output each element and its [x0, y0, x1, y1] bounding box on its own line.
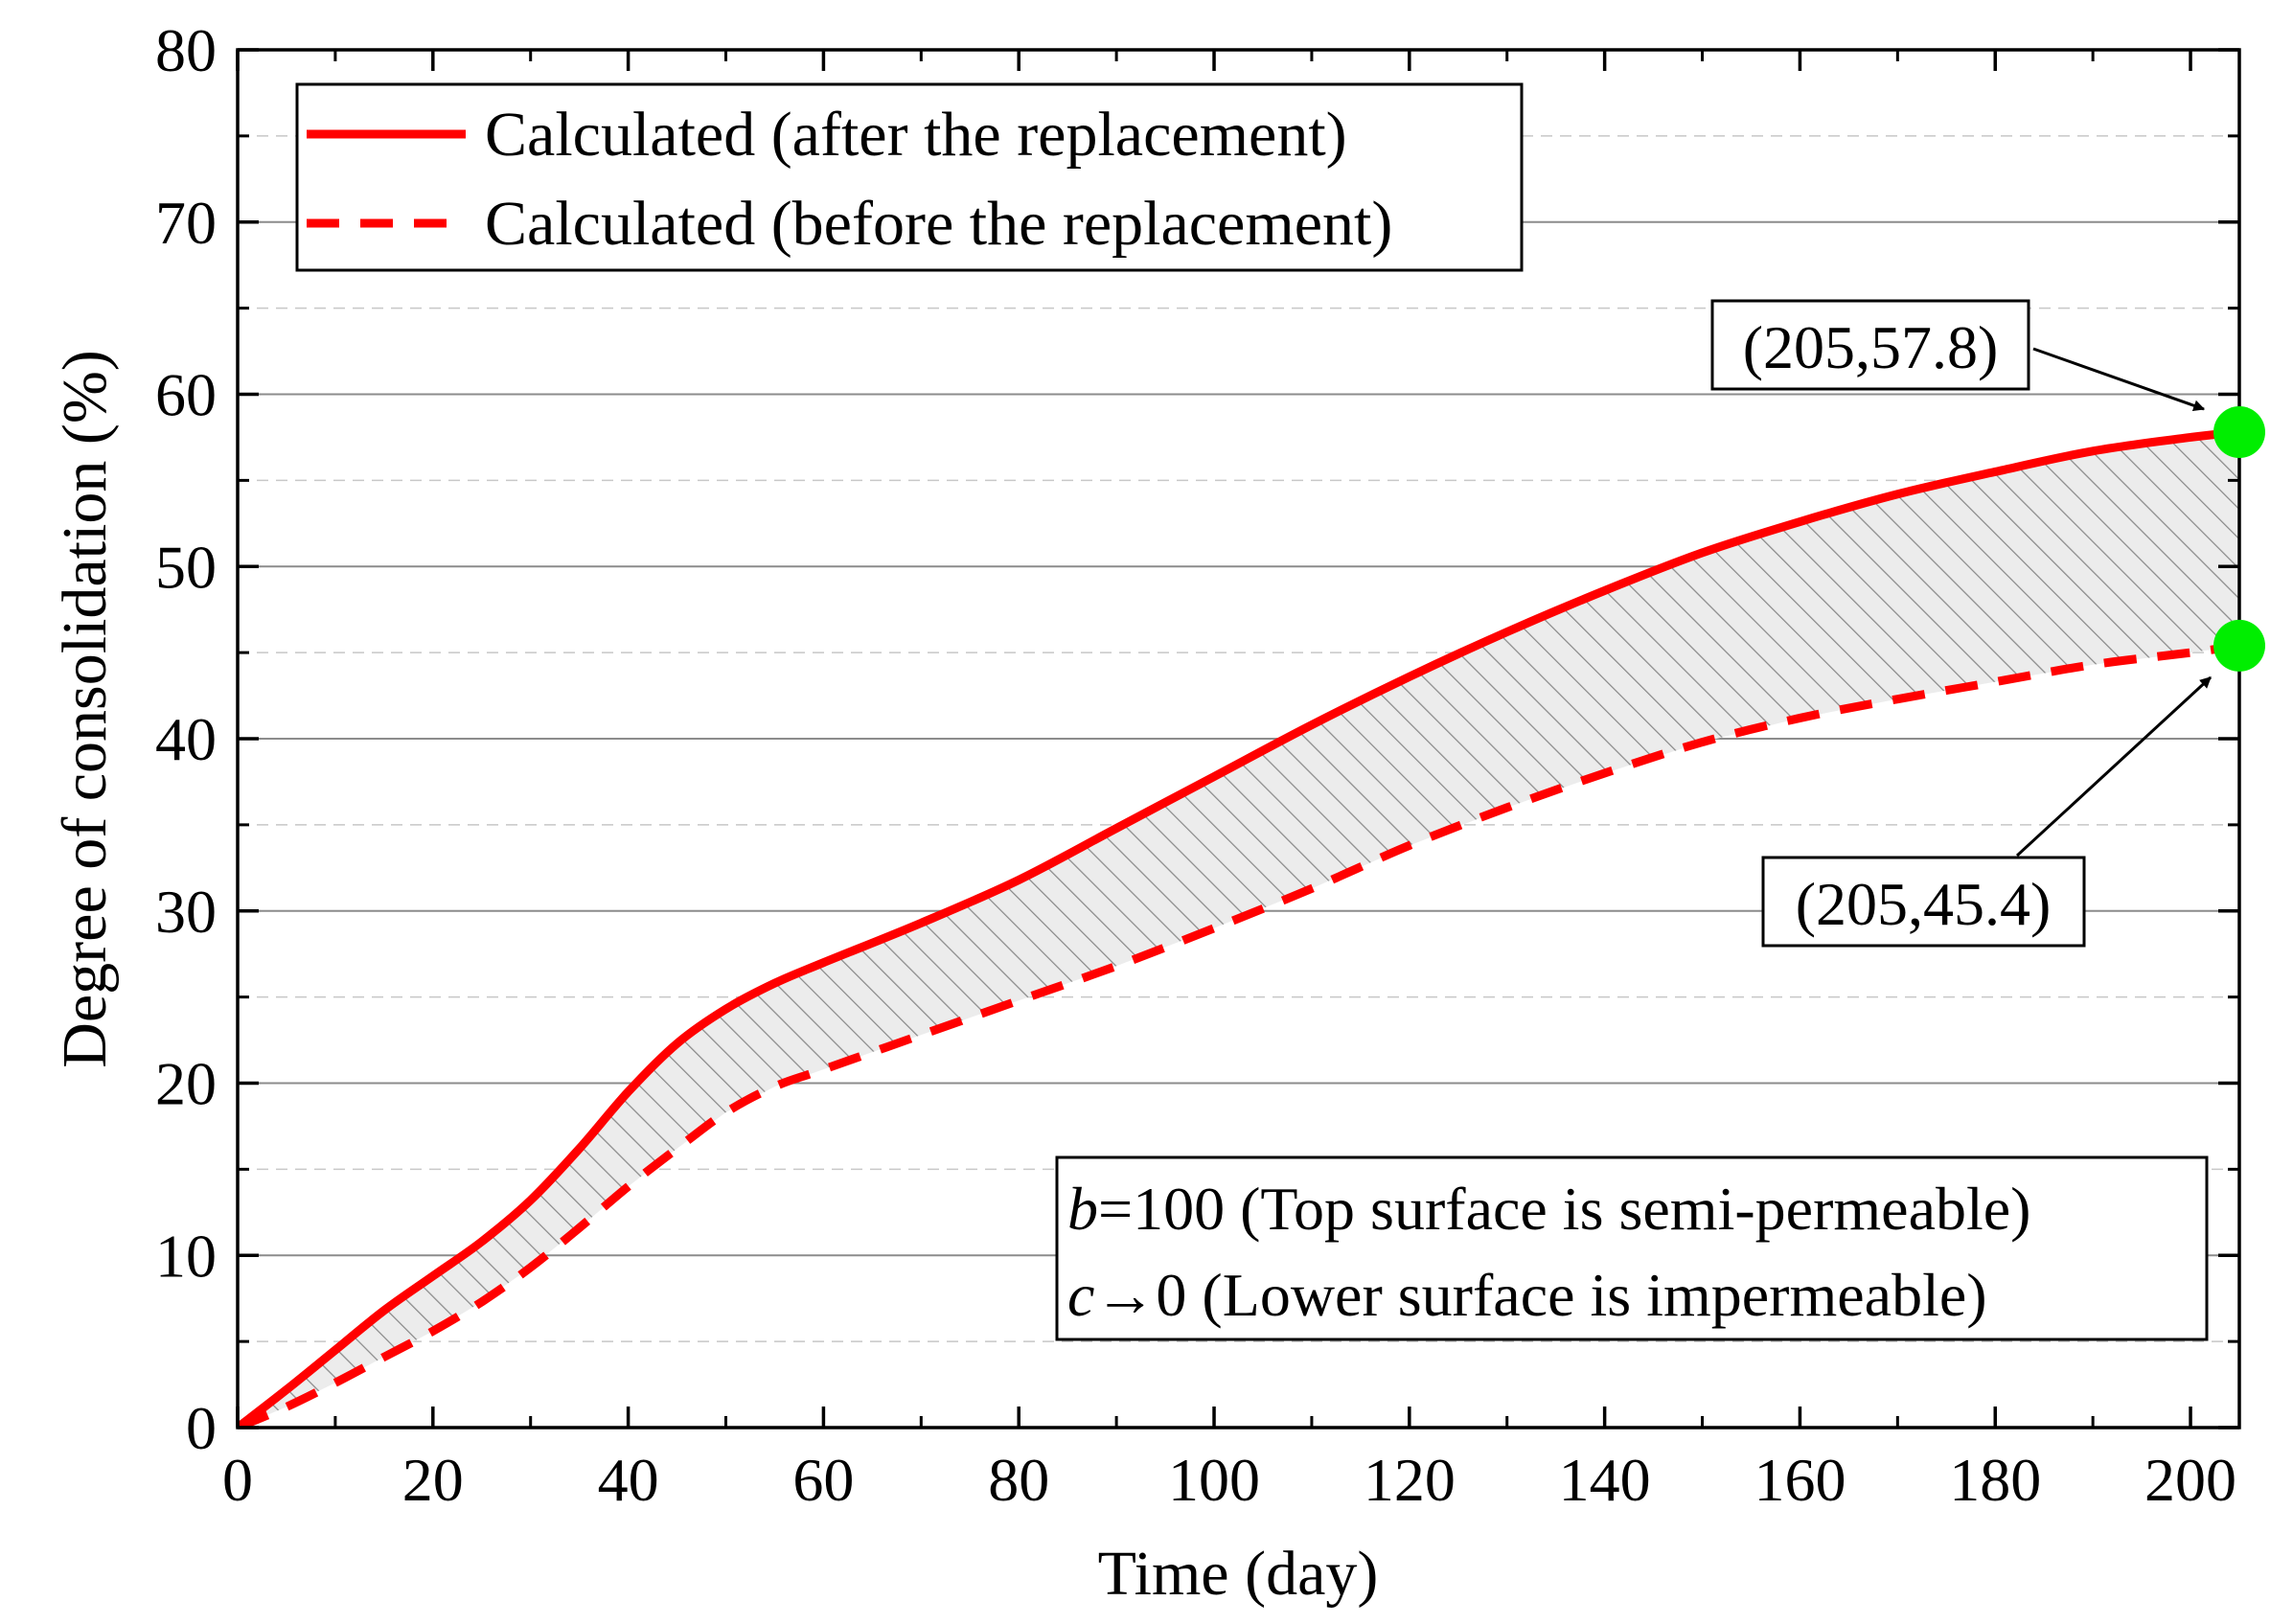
x-tick-labels: 0 20 40 60 80 100 120 140 160 180 200 [222, 1446, 2236, 1514]
y-tick-labels: 0 10 20 30 40 50 60 70 80 [155, 16, 217, 1462]
x-tick-label: 120 [1364, 1446, 1456, 1514]
legend-box [295, 82, 1524, 272]
series-line-after [238, 427, 2239, 1428]
y-tick-label: 70 [155, 189, 217, 257]
x-axis-title: Time (day) [1098, 1539, 1379, 1609]
parameter-note-line-2: c→0 (Lower surface is impermeable) [1067, 1261, 1987, 1329]
x-tick-label: 200 [2144, 1446, 2236, 1514]
y-tick-label: 30 [155, 878, 217, 946]
parameter-note: b=100 (Top surface is semi-permeable) c→… [1055, 1155, 2209, 1341]
callout-lower: (205,45.4) [1761, 675, 2213, 948]
callout-upper-label: (205,57.8) [1743, 313, 1999, 381]
x-tick-label: 0 [222, 1446, 253, 1514]
callout-lower-label: (205,45.4) [1796, 870, 2052, 938]
shaded-area [238, 432, 2239, 1428]
x-tick-label: 160 [1754, 1446, 1846, 1514]
shaded-region [238, 432, 2239, 1428]
y-tick-label: 50 [155, 533, 217, 601]
callout-lower-box [1761, 856, 2086, 948]
callout-lower-arrow [2015, 675, 2213, 858]
y-tick-label: 80 [155, 16, 217, 84]
series-lines [238, 427, 2239, 1428]
axis-ticks [236, 48, 2239, 1430]
end-point-marker [2213, 406, 2265, 459]
y-tick-label: 40 [155, 705, 217, 773]
end-markers [2213, 406, 2265, 672]
y-tick-label: 0 [186, 1394, 217, 1462]
y-tick-label: 60 [155, 361, 217, 429]
y-tick-label: 10 [155, 1222, 217, 1290]
end-point-marker [2213, 619, 2265, 672]
callout-upper-arrow [2032, 347, 2206, 412]
x-tick-label: 140 [1559, 1446, 1651, 1514]
x-tick-label: 80 [988, 1446, 1049, 1514]
parameter-note-line-1: b=100 (Top surface is semi-permeable) [1067, 1175, 2030, 1243]
x-tick-label: 60 [792, 1446, 854, 1514]
legend-label-before: Calculated (before the replacement) [485, 189, 1392, 259]
x-tick-label: 40 [598, 1446, 659, 1514]
x-tick-label: 100 [1168, 1446, 1260, 1514]
parameter-note-box [1055, 1155, 2209, 1341]
callout-upper-box [1710, 299, 2030, 391]
legend: Calculated (after the replacement) Calcu… [295, 82, 1524, 272]
y-axis-title: Degree of consolidation (%) [50, 350, 120, 1068]
x-tick-label: 180 [1949, 1446, 2041, 1514]
y-tick-label: 20 [155, 1050, 217, 1118]
callout-upper: (205,57.8) [1710, 299, 2206, 412]
series-line-before [238, 641, 2239, 1428]
legend-label-after: Calculated (after the replacement) [485, 100, 1347, 170]
x-tick-label: 20 [402, 1446, 464, 1514]
